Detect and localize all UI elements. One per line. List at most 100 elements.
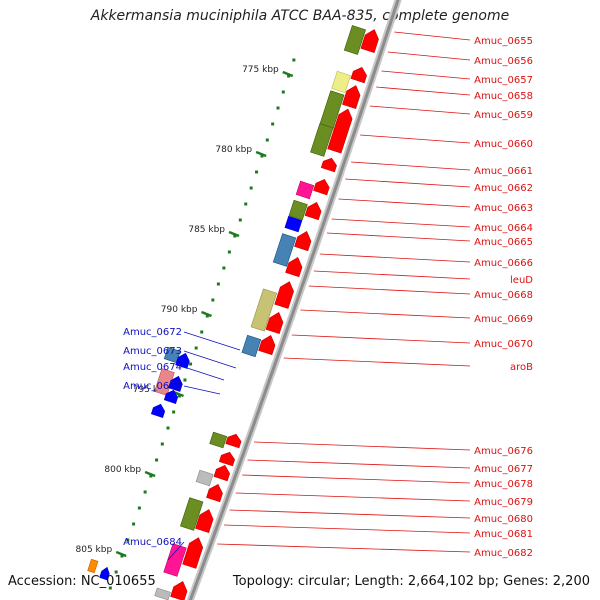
ruler-dot [155, 458, 159, 462]
gene-label-right: Amuc_0664 [474, 223, 533, 234]
cds-arrow-group [175, 352, 190, 369]
gene-label-left: Amuc_0674 [123, 362, 182, 373]
leader-line [183, 366, 225, 381]
feature-block-group [154, 587, 171, 600]
cds-arrow [170, 581, 188, 600]
gene-label-right: aroB [510, 362, 533, 373]
cds-arrow [350, 66, 367, 84]
cds-arrow [360, 29, 379, 54]
gene-label-right: Amuc_0677 [474, 464, 533, 475]
ruler-dot [205, 314, 209, 318]
gene-label-right: Amuc_0659 [474, 110, 533, 121]
leader-line [253, 441, 471, 451]
ruler-dot [271, 122, 275, 126]
leader-line [369, 105, 471, 115]
ruler-major-tick [115, 550, 127, 558]
feature-block [163, 543, 187, 577]
ruler-dot [255, 170, 259, 174]
ruler-major-tick [144, 470, 156, 478]
ruler-label: 805 kbp [76, 545, 113, 555]
feature-block-group [250, 288, 278, 332]
gene-label-right: Amuc_0663 [474, 203, 533, 214]
leader-line [351, 161, 471, 171]
cds-arrow [206, 483, 223, 503]
cds-arrow [342, 85, 361, 110]
cds-arrow [99, 566, 110, 581]
feature-block-group [195, 469, 214, 487]
gene-label-left: Amuc_0673 [123, 346, 182, 357]
cds-arrow [320, 157, 337, 173]
cds-arrow-group [342, 85, 361, 110]
feature-block-group [288, 199, 308, 221]
ruler-dot [249, 186, 253, 190]
gene-label-right: Amuc_0676 [474, 446, 533, 457]
ruler-dot [292, 58, 296, 62]
gene-label-left: Amuc_0672 [123, 327, 182, 338]
leader-line [300, 309, 471, 319]
ruler-label: 795 kbp [133, 385, 170, 395]
feature-block [154, 587, 171, 600]
feature-block-group [343, 25, 366, 55]
cds-arrow-group [218, 451, 235, 467]
leader-line [183, 331, 241, 351]
leader-line [381, 70, 471, 80]
gene-label-right: Amuc_0665 [474, 237, 533, 248]
cds-arrow [150, 403, 166, 418]
cds-arrow [313, 178, 330, 196]
feature-block-group [272, 233, 297, 267]
feature-block-group [180, 497, 204, 531]
feature-block-group [331, 70, 351, 94]
accession-text: Accession: NC_010655 [8, 574, 156, 589]
feature-block-group [310, 123, 334, 157]
ruler-dot [216, 282, 220, 286]
cds-arrow [182, 537, 204, 569]
cds-arrow-group [99, 566, 110, 581]
feature-block [209, 431, 228, 449]
cds-arrow-group [313, 178, 330, 196]
gene-label-right: Amuc_0662 [474, 183, 533, 194]
cds-arrow-group [206, 483, 223, 503]
cds-arrow-group [304, 201, 322, 221]
leader-line [235, 492, 471, 502]
ruler-label: 780 kbp [215, 145, 252, 155]
gene-label-left: Amuc_0675 [123, 381, 182, 392]
feature-block [250, 288, 278, 332]
leader-line [319, 253, 471, 263]
ruler-label: 775 kbp [242, 65, 279, 75]
ruler-dot [160, 442, 164, 446]
leader-line [224, 524, 471, 534]
feature-block [343, 25, 366, 55]
leader-line [394, 31, 471, 41]
cds-arrow-group [360, 29, 379, 54]
leader-line [229, 509, 471, 519]
ruler-dot [260, 154, 264, 158]
gene-label-right: Amuc_0681 [474, 529, 533, 540]
ruler-dot [233, 234, 237, 238]
cds-arrow-group [320, 157, 337, 173]
ruler-label: 790 kbp [161, 305, 198, 315]
ruler-dot [132, 522, 136, 526]
cds-arrow-group [265, 312, 284, 335]
leader-line [326, 232, 471, 242]
leader-line [331, 218, 471, 228]
gene-label-right: Amuc_0679 [474, 497, 533, 508]
feature-block-group [241, 334, 262, 358]
ruler-label: 785 kbp [188, 225, 225, 235]
cds-arrow [327, 108, 353, 154]
gene-label-right: Amuc_0658 [474, 91, 533, 102]
cds-arrow-group [350, 66, 367, 84]
ruler-dot [177, 394, 181, 398]
cds-arrow [258, 335, 276, 356]
genome-summary-text: Topology: circular; Length: 2,664,102 bp… [232, 574, 590, 589]
cds-arrow-group [294, 231, 312, 252]
ruler-dot [281, 90, 285, 94]
ruler-dot [189, 362, 193, 366]
feature-block [295, 180, 315, 200]
leader-line [242, 474, 471, 484]
leader-line [345, 178, 471, 188]
ruler-dot [287, 74, 291, 78]
ruler-dot [244, 202, 248, 206]
cds-arrow [304, 201, 322, 221]
ruler-dot [172, 410, 176, 414]
cds-arrow [285, 257, 303, 278]
